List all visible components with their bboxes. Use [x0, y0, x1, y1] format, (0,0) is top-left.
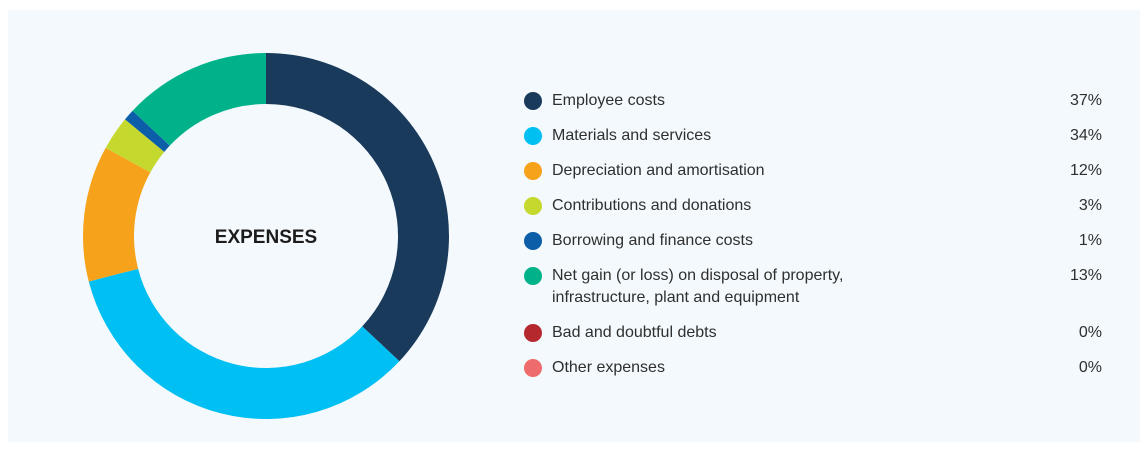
value-label: 13% [1069, 267, 1102, 284]
donut-segment [83, 147, 151, 282]
legend-item: Borrowing and finance costs 1% [522, 230, 1102, 252]
legend-label: Employee costs [552, 92, 665, 109]
value-label: 3% [1078, 197, 1102, 214]
legend-label: Contributions and donations [552, 197, 752, 214]
value-label: 0% [1078, 324, 1102, 341]
value-label: 0% [1078, 359, 1102, 376]
legend-label: Materials and services [552, 127, 712, 144]
donut-segment [266, 53, 449, 362]
legend-item: Other expenses 0% [522, 357, 1102, 379]
donut-segment [124, 110, 170, 152]
legend: Employee costs 37% Materials and services 3… [522, 90, 1102, 379]
donut-segment [88, 268, 400, 419]
legend-swatch [524, 127, 542, 145]
legend-item: Depreciation and amortisation 12% [522, 160, 1102, 182]
legend-swatch [524, 162, 542, 180]
legend-item: Contributions and donations 3% [522, 195, 1102, 217]
donut-segment [105, 119, 165, 173]
value-label: 37% [1069, 92, 1102, 109]
legend-swatch [524, 92, 542, 110]
donut-segment [132, 53, 266, 146]
center-label: EXPENSES [215, 227, 317, 248]
legend-label: Borrowing and finance costs [552, 232, 753, 249]
legend-label: Bad and doubtful debts [552, 324, 717, 341]
legend-label: Other expenses [552, 359, 665, 376]
legend-swatch [524, 267, 542, 285]
value-label: 1% [1078, 232, 1102, 249]
legend-label: Depreciation and amortisation [552, 162, 765, 179]
legend-item: Employee costs 37% [522, 90, 1102, 112]
legend-label: Net gain (or loss) on disposal of proper… [552, 267, 844, 306]
legend-item: Net gain (or loss) on disposal of proper… [522, 265, 1102, 309]
legend-swatch [524, 232, 542, 250]
chart-panel: EXPENSES Employee costs 37% Materials and … [8, 10, 1140, 442]
donut-chart: EXPENSES [83, 53, 449, 419]
legend-item: Bad and doubtful debts 0% [522, 322, 1102, 344]
legend-swatch [524, 359, 542, 377]
value-label: 34% [1069, 127, 1102, 144]
legend-swatch [524, 324, 542, 342]
value-label: 12% [1069, 162, 1102, 179]
legend-swatch [524, 197, 542, 215]
legend-item: Materials and services 34% [522, 125, 1102, 147]
